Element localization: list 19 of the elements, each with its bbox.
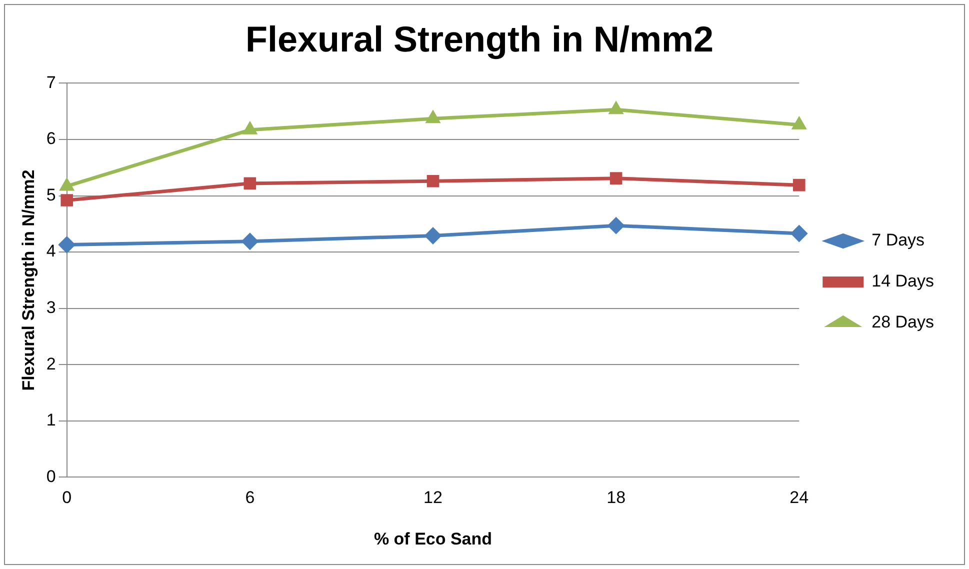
y-axis-title: Flexural Strength in N/mm2: [18, 170, 38, 391]
x-tick-label: 12: [424, 488, 442, 508]
y-tick-label: 4: [46, 242, 56, 261]
x-tick-label: 18: [606, 488, 626, 508]
y-tick-label: 7: [46, 72, 56, 92]
y-tick-label: 3: [46, 298, 56, 318]
legend-label: 28 Days: [872, 312, 934, 332]
x-tick-label: 0: [62, 488, 72, 508]
x-tick-label: 6: [245, 488, 255, 508]
y-tick-label: 6: [46, 129, 56, 148]
y-tick-label: 5: [46, 185, 56, 204]
y-tick-label: 1: [46, 410, 56, 430]
x-axis-title: % of Eco Sand: [374, 529, 492, 548]
x-tick-label: 24: [790, 488, 809, 508]
chart-title: Flexural Strength in N/mm2: [245, 18, 714, 60]
y-tick-label: 0: [46, 466, 56, 486]
y-tick-label: 2: [46, 354, 56, 374]
legend-label: 7 Days: [872, 230, 925, 250]
legend-label: 14 Days: [872, 272, 934, 291]
